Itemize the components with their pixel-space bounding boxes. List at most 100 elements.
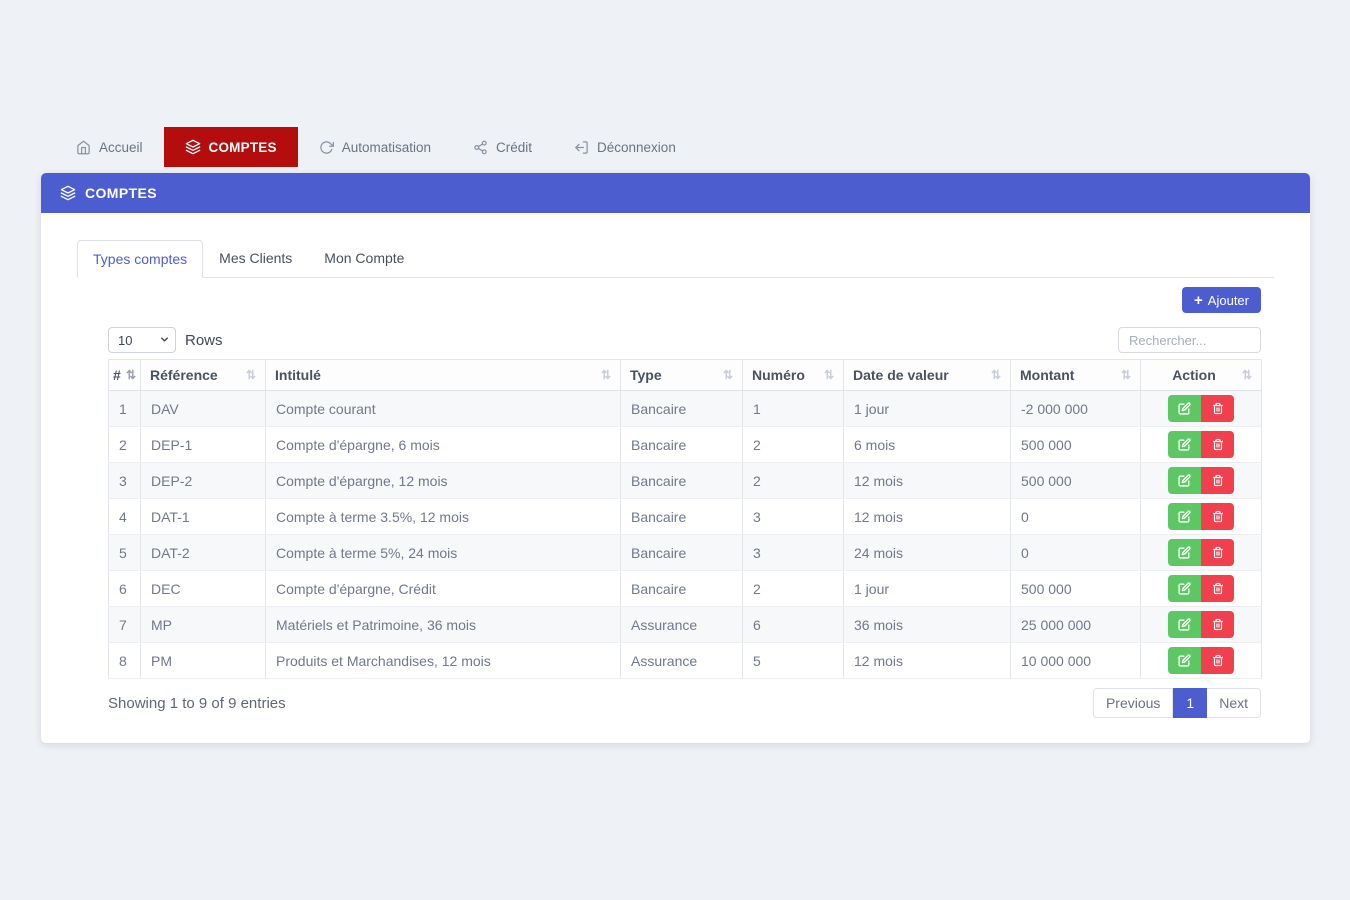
column-header-montant[interactable]: Montant ⇅ bbox=[1010, 359, 1141, 391]
column-header-index[interactable]: # ⇅ bbox=[108, 359, 141, 391]
delete-button[interactable] bbox=[1201, 611, 1234, 638]
cell-date-valeur: 12 mois bbox=[843, 498, 1011, 535]
edit-button[interactable] bbox=[1168, 647, 1201, 674]
cell-index: 5 bbox=[108, 534, 141, 571]
cell-index: 3 bbox=[108, 462, 141, 499]
table-row: 7 MP Matériels et Patrimoine, 36 mois As… bbox=[108, 606, 1262, 643]
cell-intitule: Compte d'épargne, 6 mois bbox=[265, 426, 621, 463]
rows-label: Rows bbox=[185, 331, 223, 349]
cell-montant: 500 000 bbox=[1010, 462, 1141, 499]
delete-button[interactable] bbox=[1201, 395, 1234, 422]
column-header-type[interactable]: Type ⇅ bbox=[620, 359, 743, 391]
action-button-group bbox=[1168, 575, 1234, 602]
nav-item-automatisation[interactable]: Automatisation bbox=[298, 127, 452, 167]
panel-body: Types comptes Mes Clients Mon Compte + A… bbox=[41, 213, 1310, 718]
cell-index: 1 bbox=[108, 390, 141, 427]
cell-type: Bancaire bbox=[620, 498, 743, 535]
delete-button[interactable] bbox=[1201, 431, 1234, 458]
sort-icon: ⇅ bbox=[722, 368, 733, 382]
logout-icon bbox=[574, 140, 589, 155]
sort-icon: ⇅ bbox=[245, 368, 256, 382]
delete-button[interactable] bbox=[1201, 647, 1234, 674]
nav-item-accueil[interactable]: Accueil bbox=[55, 127, 164, 167]
sort-icon: ⇅ bbox=[823, 368, 834, 382]
cell-index: 4 bbox=[108, 498, 141, 535]
column-header-action[interactable]: Action ⇅ bbox=[1140, 359, 1262, 391]
tab-mon-compte[interactable]: Mon Compte bbox=[308, 239, 420, 277]
table-footer: Showing 1 to 9 of 9 entries Previous 1 N… bbox=[108, 688, 1261, 718]
cell-type: Bancaire bbox=[620, 426, 743, 463]
column-header-intitule[interactable]: Intitulé ⇅ bbox=[265, 359, 621, 391]
cell-montant: -2 000 000 bbox=[1010, 390, 1141, 427]
sort-icon: ⇅ bbox=[1241, 368, 1252, 382]
column-header-reference[interactable]: Référence ⇅ bbox=[140, 359, 266, 391]
table-row: 3 DEP-2 Compte d'épargne, 12 mois Bancai… bbox=[108, 462, 1262, 499]
delete-button[interactable] bbox=[1201, 467, 1234, 494]
edit-button[interactable] bbox=[1168, 503, 1201, 530]
cell-montant: 0 bbox=[1010, 534, 1141, 571]
edit-button[interactable] bbox=[1168, 539, 1201, 566]
cell-intitule: Compte à terme 5%, 24 mois bbox=[265, 534, 621, 571]
cell-action bbox=[1140, 642, 1262, 679]
pagination-page-1-button[interactable]: 1 bbox=[1173, 688, 1208, 718]
comptes-panel: COMPTES Types comptes Mes Clients Mon Co… bbox=[41, 173, 1310, 743]
action-button-group bbox=[1168, 431, 1234, 458]
table-row: 6 DEC Compte d'épargne, Crédit Bancaire … bbox=[108, 570, 1262, 607]
pagination-next-button[interactable]: Next bbox=[1207, 688, 1261, 718]
add-button[interactable]: + Ajouter bbox=[1182, 287, 1261, 313]
cell-date-valeur: 12 mois bbox=[843, 462, 1011, 499]
edit-icon bbox=[1178, 438, 1191, 451]
action-button-group bbox=[1168, 647, 1234, 674]
layers-icon bbox=[60, 185, 76, 201]
cell-montant: 500 000 bbox=[1010, 426, 1141, 463]
sync-icon bbox=[319, 140, 334, 155]
cell-action bbox=[1140, 426, 1262, 463]
home-icon bbox=[76, 140, 91, 155]
nav-item-label: Déconnexion bbox=[597, 139, 676, 155]
trash-icon bbox=[1212, 402, 1224, 415]
action-button-group bbox=[1168, 395, 1234, 422]
nav-item-comptes[interactable]: COMPTES bbox=[163, 127, 298, 167]
column-header-numero[interactable]: Numéro ⇅ bbox=[742, 359, 844, 391]
cell-reference: MP bbox=[140, 606, 266, 643]
edit-button[interactable] bbox=[1168, 431, 1201, 458]
cell-date-valeur: 1 jour bbox=[843, 570, 1011, 607]
cell-type: Bancaire bbox=[620, 390, 743, 427]
delete-button[interactable] bbox=[1201, 575, 1234, 602]
edit-button[interactable] bbox=[1168, 467, 1201, 494]
table-row: 1 DAV Compte courant Bancaire 1 1 jour -… bbox=[108, 390, 1262, 427]
edit-button[interactable] bbox=[1168, 611, 1201, 638]
edit-button[interactable] bbox=[1168, 395, 1201, 422]
layers-icon bbox=[185, 139, 201, 155]
search-input[interactable] bbox=[1118, 327, 1261, 353]
delete-button[interactable] bbox=[1201, 539, 1234, 566]
tab-mes-clients[interactable]: Mes Clients bbox=[203, 239, 308, 277]
tab-types-comptes[interactable]: Types comptes bbox=[77, 240, 204, 278]
cell-reference: DAV bbox=[140, 390, 266, 427]
edit-button[interactable] bbox=[1168, 575, 1201, 602]
cell-montant: 10 000 000 bbox=[1010, 642, 1141, 679]
table-header-row: # ⇅ Référence ⇅ Intitulé ⇅ Type ⇅ Numéro ⇅ bbox=[108, 359, 1262, 391]
cell-intitule: Compte courant bbox=[265, 390, 621, 427]
cell-reference: DAT-1 bbox=[140, 498, 266, 535]
cell-action bbox=[1140, 498, 1262, 535]
cell-numero: 1 bbox=[742, 390, 844, 427]
nav-item-deconnexion[interactable]: Déconnexion bbox=[553, 127, 697, 167]
cell-action bbox=[1140, 570, 1262, 607]
pagination: Previous 1 Next bbox=[1092, 688, 1261, 718]
trash-icon bbox=[1212, 546, 1224, 559]
cell-index: 2 bbox=[108, 426, 141, 463]
cell-type: Assurance bbox=[620, 606, 743, 643]
action-button-group bbox=[1168, 503, 1234, 530]
cell-numero: 6 bbox=[742, 606, 844, 643]
column-header-date-valeur[interactable]: Date de valeur ⇅ bbox=[843, 359, 1011, 391]
cell-type: Bancaire bbox=[620, 462, 743, 499]
rows-per-page-select[interactable]: 10 bbox=[108, 327, 176, 353]
add-row: + Ajouter bbox=[108, 287, 1261, 313]
action-button-group bbox=[1168, 467, 1234, 494]
nav-item-label: Crédit bbox=[496, 139, 533, 155]
nav-item-credit[interactable]: Crédit bbox=[452, 127, 553, 167]
pagination-previous-button[interactable]: Previous bbox=[1092, 688, 1174, 718]
delete-button[interactable] bbox=[1201, 503, 1234, 530]
cell-numero: 3 bbox=[742, 498, 844, 535]
